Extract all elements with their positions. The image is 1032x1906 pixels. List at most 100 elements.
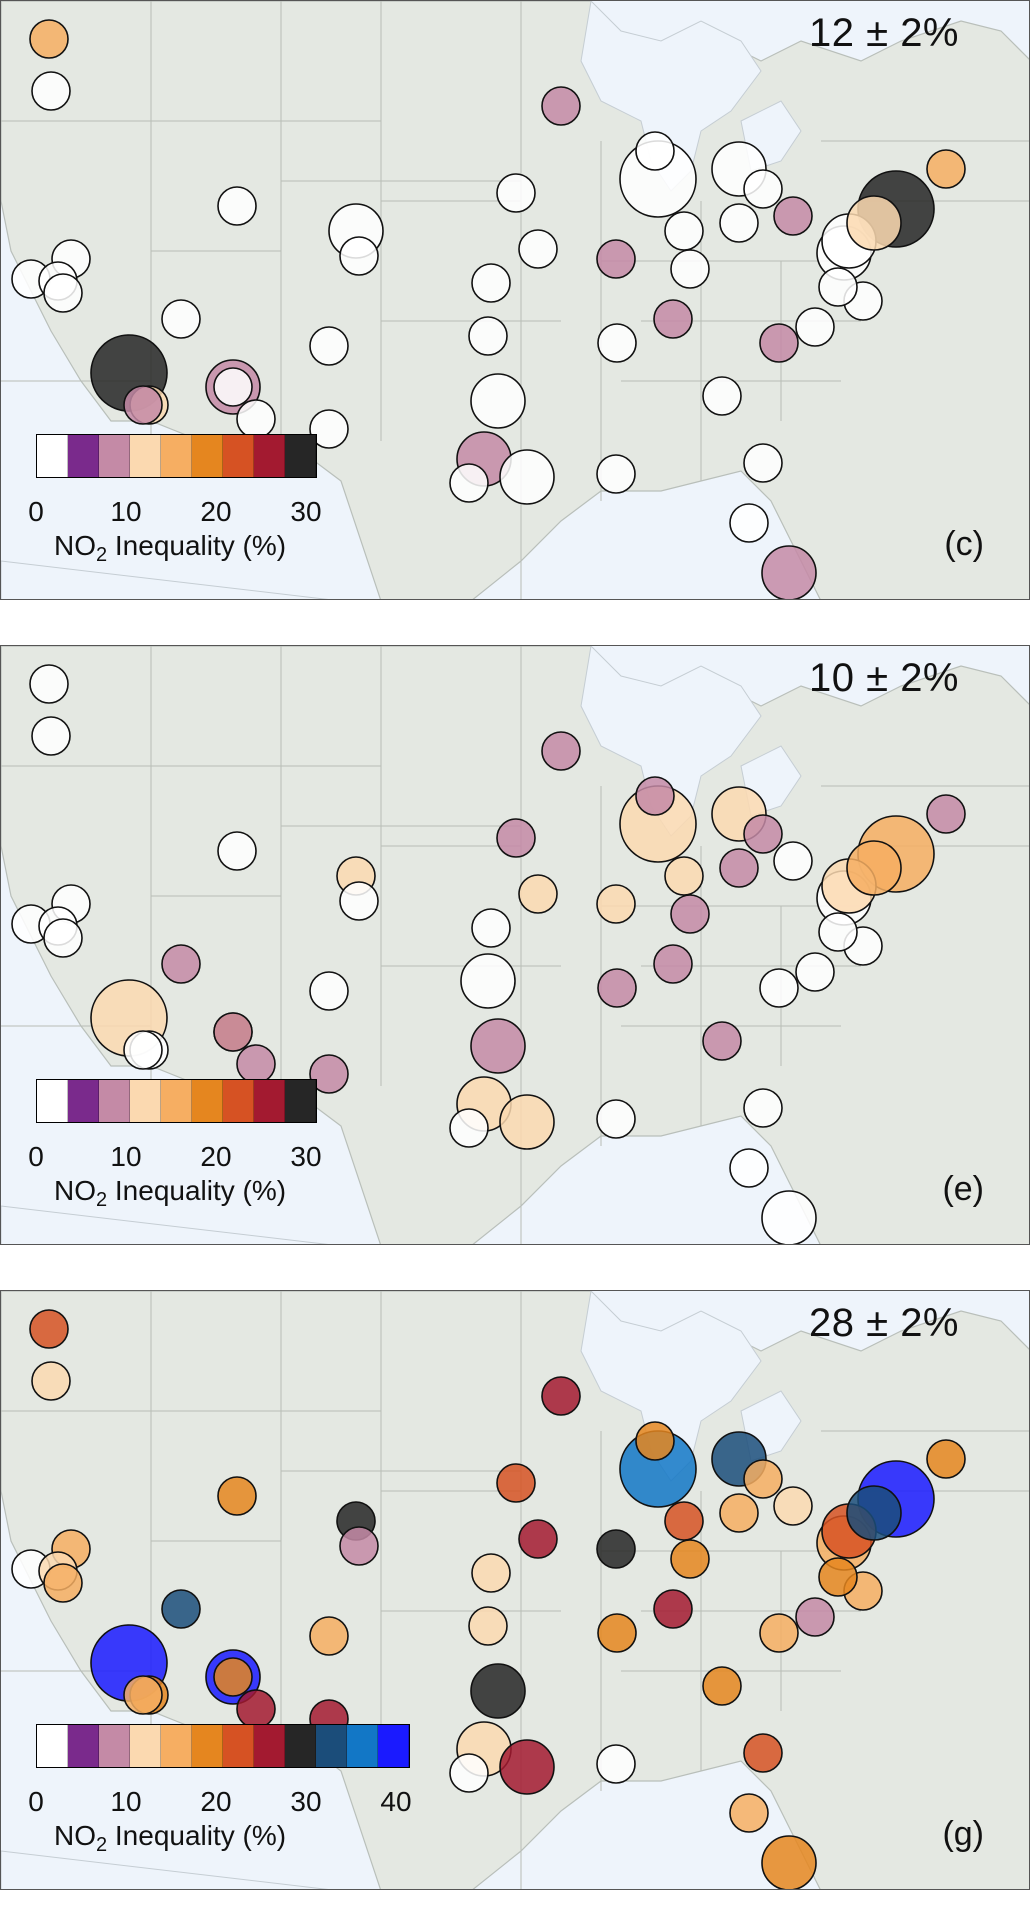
legend-tick: 30 xyxy=(290,1141,322,1172)
city-marker-el-paso xyxy=(309,1054,349,1094)
legend-swatch xyxy=(378,1725,409,1767)
color-legend: NO2 Inequality (%) 0 10 20 30 40 xyxy=(28,1724,412,1864)
legend-label-prefix: NO xyxy=(54,1175,96,1206)
city-marker-oakland xyxy=(43,918,83,958)
city-marker-raleigh xyxy=(795,952,835,992)
city-marker-cleveland xyxy=(743,169,783,209)
legend-tick: 20 xyxy=(200,496,232,527)
city-marker-orlando xyxy=(729,1148,769,1188)
city-marker-atlanta xyxy=(702,1666,742,1706)
legend-swatch xyxy=(223,435,254,477)
overall-inequality-stat: 28 ± 2% xyxy=(809,1301,959,1345)
city-marker-oklahoma-city xyxy=(468,316,508,356)
city-marker-louisville xyxy=(670,894,710,934)
city-marker-omaha xyxy=(496,1463,536,1503)
city-marker-seattle xyxy=(29,19,69,59)
city-marker-philadelphia xyxy=(846,195,902,251)
legend-tick: 20 xyxy=(200,1786,232,1817)
city-marker-san-antonio xyxy=(449,1753,489,1793)
city-marker-houston xyxy=(499,449,555,505)
city-marker-san-antonio xyxy=(449,463,489,503)
city-marker-minneapolis xyxy=(541,86,581,126)
city-marker-st-louis xyxy=(596,239,636,279)
legend-colorbar xyxy=(36,1079,317,1123)
city-marker-san-diego xyxy=(123,385,163,425)
city-marker-charlotte xyxy=(759,968,799,1008)
city-marker-dallas xyxy=(470,373,526,429)
city-marker-milwaukee xyxy=(635,131,675,171)
city-marker-memphis xyxy=(597,968,637,1008)
city-marker-wichita xyxy=(471,263,511,303)
legend-label-suffix: Inequality (%) xyxy=(107,530,287,561)
city-marker-oklahoma-city xyxy=(460,953,516,1009)
legend-swatch xyxy=(130,1080,161,1122)
water-body xyxy=(1,1850,329,1889)
city-marker-portland xyxy=(31,1361,71,1401)
city-marker-colorado-springs xyxy=(339,1526,379,1566)
panel-tag: (e) xyxy=(942,1170,984,1208)
map-panel-e: 10 ± 2% (e) NO2 Inequality (%) 0 10 20 30 xyxy=(0,645,1030,1245)
city-marker-tucson xyxy=(236,1044,276,1084)
legend-swatch xyxy=(37,1080,68,1122)
city-marker-columbus xyxy=(719,848,759,888)
legend-swatch xyxy=(99,1080,130,1122)
city-marker-orlando xyxy=(729,503,769,543)
legend-swatch xyxy=(161,1080,192,1122)
city-marker-wichita xyxy=(471,1553,511,1593)
city-marker-milwaukee xyxy=(635,1421,675,1461)
city-marker-dallas xyxy=(470,1663,526,1719)
city-marker-raleigh xyxy=(795,307,835,347)
color-legend: NO2 Inequality (%) 0 10 20 30 xyxy=(28,434,356,574)
map-panel-g: 28 ± 2% (g) NO2 Inequality (%) 0 10 20 30 40 xyxy=(0,1290,1030,1890)
city-marker-nashville xyxy=(653,944,693,984)
city-marker-cleveland xyxy=(743,814,783,854)
city-marker-tucson xyxy=(236,1689,276,1729)
city-marker-louisville xyxy=(670,1539,710,1579)
city-marker-philadelphia xyxy=(846,1485,902,1541)
city-marker-cleveland xyxy=(743,1459,783,1499)
legend-swatch xyxy=(285,435,316,477)
city-marker-oklahoma-city xyxy=(468,1606,508,1646)
legend-tick: 0 xyxy=(28,1786,44,1817)
city-marker-indianapolis xyxy=(664,856,704,896)
city-marker-portland xyxy=(31,716,71,756)
legend-swatch xyxy=(192,1725,223,1767)
overall-inequality-stat: 12 ± 2% xyxy=(809,11,959,55)
city-marker-omaha xyxy=(496,173,536,213)
legend-colorbar xyxy=(36,1724,410,1768)
city-marker-indianapolis xyxy=(664,1501,704,1541)
legend-label-sub: 2 xyxy=(96,544,108,566)
city-marker-tampa xyxy=(761,1190,817,1244)
legend-label-sub: 2 xyxy=(96,1834,108,1856)
legend-swatch xyxy=(223,1080,254,1122)
city-marker-oakland xyxy=(43,1563,83,1603)
city-marker-boston xyxy=(926,149,966,189)
city-marker-san-diego xyxy=(123,1030,163,1070)
city-marker-kansas-city xyxy=(518,229,558,269)
water-body xyxy=(1,560,329,599)
city-marker-nashville xyxy=(653,299,693,339)
legend-swatch xyxy=(316,1725,347,1767)
city-marker-jacksonville xyxy=(743,1733,783,1773)
city-marker-columbus xyxy=(719,1493,759,1533)
legend-swatch xyxy=(254,435,285,477)
city-marker-tampa xyxy=(761,1835,817,1889)
city-marker-houston xyxy=(499,1739,555,1795)
legend-swatch xyxy=(254,1080,285,1122)
city-marker-memphis xyxy=(597,1613,637,1653)
water-body xyxy=(580,1,762,192)
city-marker-st-louis xyxy=(596,1529,636,1569)
legend-swatch xyxy=(130,435,161,477)
city-marker-wichita xyxy=(471,908,511,948)
legend-label-prefix: NO xyxy=(54,530,96,561)
legend-label-suffix: Inequality (%) xyxy=(107,1175,287,1206)
legend-tick: 30 xyxy=(290,1786,322,1817)
city-marker-philadelphia xyxy=(846,840,902,896)
city-marker-richmond xyxy=(818,267,858,307)
city-marker-seattle xyxy=(29,1309,69,1349)
color-legend: NO2 Inequality (%) 0 10 20 30 xyxy=(28,1079,356,1219)
city-marker-milwaukee xyxy=(635,776,675,816)
city-marker-jacksonville xyxy=(743,443,783,483)
city-marker-st-louis xyxy=(596,884,636,924)
